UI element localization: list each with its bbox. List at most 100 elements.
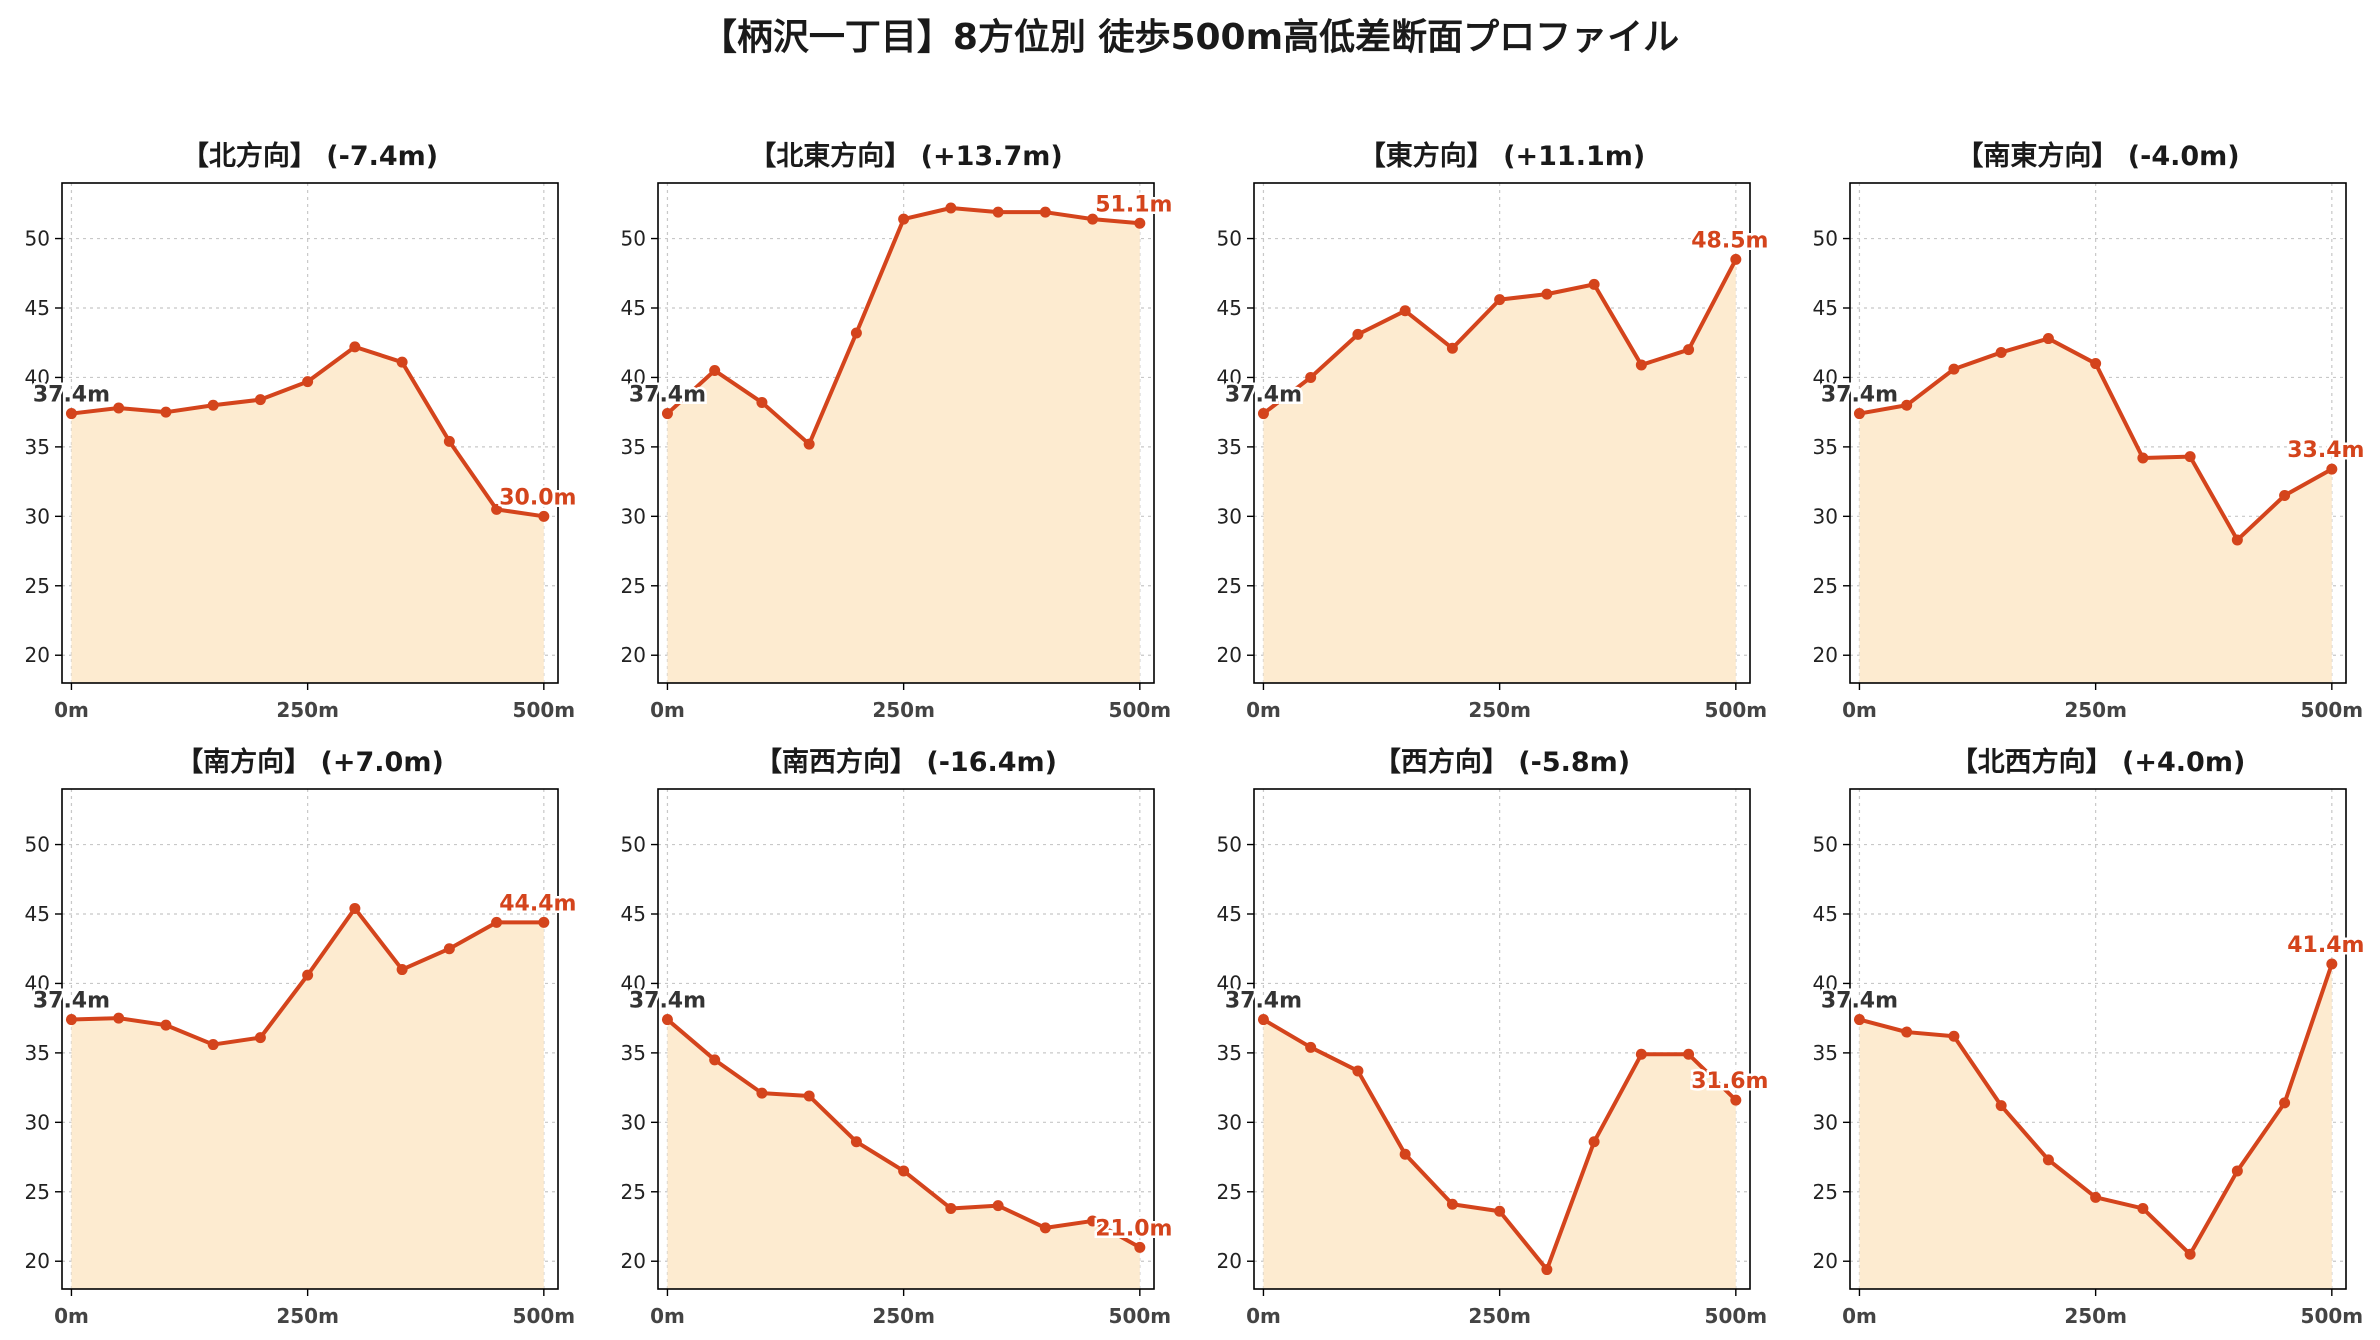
end-elevation-label: 44.4m: [499, 891, 576, 916]
elevation-area: [1263, 1019, 1736, 1289]
x-tick-label: 500m: [2301, 698, 2364, 722]
y-tick-label: 25: [1813, 574, 1838, 598]
data-point: [1446, 1198, 1458, 1210]
end-elevation-label: 30.0m: [499, 485, 576, 510]
y-tick-label: 25: [621, 1180, 646, 1204]
data-point: [2231, 534, 2243, 546]
x-tick-label: 500m: [2301, 1304, 2364, 1328]
y-tick-label: 35: [25, 435, 50, 459]
data-point: [756, 1087, 768, 1099]
data-point: [491, 916, 503, 928]
data-point: [1352, 328, 1364, 340]
elevation-area: [1263, 259, 1736, 683]
chart-title: 【北方向】 (-7.4m): [182, 140, 438, 172]
y-tick-label: 30: [1217, 1110, 1242, 1134]
data-point: [349, 341, 361, 353]
data-point: [1305, 371, 1317, 383]
x-tick-label: 0m: [1842, 698, 1877, 722]
data-point: [1134, 1241, 1146, 1253]
start-elevation-label: 37.4m: [1225, 383, 1302, 408]
y-tick-label: 35: [1217, 1041, 1242, 1065]
y-tick-label: 30: [1217, 504, 1242, 528]
y-tick-label: 50: [1217, 833, 1242, 857]
y-tick-label: 25: [1813, 1180, 1838, 1204]
main-title: 【柄沢一丁目】8方位別 徒歩500m高低差断面プロファイル: [700, 17, 1680, 58]
y-tick-label: 45: [25, 296, 50, 320]
data-point: [1039, 1222, 1051, 1234]
x-tick-label: 0m: [1246, 698, 1281, 722]
chart-title: 【東方向】 (+11.1m): [1359, 140, 1645, 172]
y-tick-label: 35: [1813, 1041, 1838, 1065]
x-tick-label: 500m: [513, 698, 576, 722]
y-tick-label: 20: [25, 1249, 50, 1273]
x-tick-label: 0m: [54, 1304, 89, 1328]
data-point: [1683, 344, 1695, 356]
elevation-area: [1859, 338, 2332, 683]
plot-frame: [657, 182, 1155, 684]
y-tick-label: 35: [621, 435, 646, 459]
y-tick-label: 20: [1217, 643, 1242, 667]
data-point: [1948, 1030, 1960, 1042]
y-tick-label: 20: [1813, 643, 1838, 667]
data-point: [945, 202, 957, 214]
data-point: [207, 1039, 219, 1051]
x-tick-label: 500m: [1705, 1304, 1768, 1328]
data-point: [2042, 1154, 2054, 1166]
y-tick-label: 45: [621, 902, 646, 926]
data-point: [538, 510, 550, 522]
data-point: [396, 356, 408, 368]
x-tick-label: 0m: [650, 698, 685, 722]
y-tick-label: 30: [1813, 1110, 1838, 1134]
data-point: [1683, 1048, 1695, 1060]
data-point: [113, 402, 125, 414]
y-tick-label: 35: [1217, 435, 1242, 459]
x-tick-label: 500m: [1705, 698, 1768, 722]
chart-title: 【北西方向】 (+4.0m): [1951, 746, 2246, 778]
data-point: [1853, 408, 1865, 420]
y-tick-label: 40: [621, 971, 646, 995]
data-point: [803, 438, 815, 450]
chart-title: 【南東方向】 (-4.0m): [1956, 140, 2239, 172]
y-tick-label: 50: [1813, 227, 1838, 251]
data-point: [1494, 294, 1506, 306]
x-tick-label: 500m: [513, 1304, 576, 1328]
x-tick-label: 250m: [1468, 698, 1531, 722]
chart-title: 【北東方向】 (+13.7m): [749, 140, 1062, 172]
chart-title: 【南西方向】 (-16.4m): [755, 746, 1057, 778]
data-point: [1087, 213, 1099, 225]
y-tick-label: 45: [1217, 296, 1242, 320]
plot-frame: [1253, 788, 1751, 1290]
x-tick-label: 0m: [54, 698, 89, 722]
y-tick-label: 45: [1813, 296, 1838, 320]
data-point: [2090, 358, 2102, 370]
x-tick-label: 0m: [1842, 1304, 1877, 1328]
data-point: [1541, 288, 1553, 300]
y-tick-label: 25: [25, 574, 50, 598]
end-elevation-label: 41.4m: [2287, 933, 2364, 958]
y-tick-label: 35: [25, 1041, 50, 1065]
data-point: [65, 408, 77, 420]
data-point: [2042, 333, 2054, 345]
y-tick-label: 40: [1217, 365, 1242, 389]
data-point: [898, 213, 910, 225]
data-point: [1730, 253, 1742, 265]
data-point: [1399, 1148, 1411, 1160]
y-tick-label: 50: [621, 227, 646, 251]
data-point: [945, 1202, 957, 1214]
end-elevation-label: 21.0m: [1095, 1216, 1172, 1241]
start-elevation-label: 37.4m: [33, 989, 110, 1014]
data-point: [2137, 1202, 2149, 1214]
x-tick-label: 0m: [650, 1304, 685, 1328]
data-point: [709, 1054, 721, 1066]
y-tick-label: 40: [621, 365, 646, 389]
data-point: [1399, 305, 1411, 317]
y-tick-label: 50: [1217, 227, 1242, 251]
data-point: [160, 406, 172, 418]
x-tick-label: 500m: [1109, 698, 1172, 722]
plot-frame: [1849, 788, 2347, 1290]
data-point: [1494, 1205, 1506, 1217]
end-elevation-label: 51.1m: [1095, 192, 1172, 217]
y-tick-label: 35: [1813, 435, 1838, 459]
